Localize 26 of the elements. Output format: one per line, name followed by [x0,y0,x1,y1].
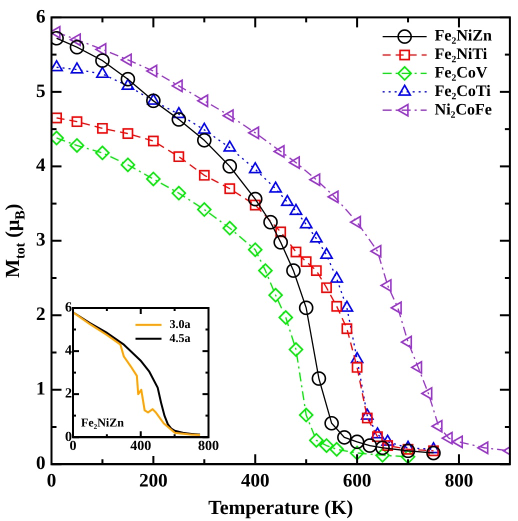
legend-label: 3.0a [170,316,190,331]
x-tick-label: 800 [444,470,474,492]
legend-label: Fe₂NiZn [434,28,492,45]
y-tick-label: 6 [65,300,72,316]
x-tick-label: 800 [198,439,219,454]
x-tick-label: 200 [139,470,168,492]
y-tick-label: 1 [36,378,46,400]
y-tick-label: 2 [36,304,46,326]
legend-label: Fe₂CoTi [434,82,492,100]
x-tick-label: 600 [342,470,372,492]
x-axis-title: Temperature (K) [208,497,354,520]
y-tick-label: 3 [36,230,46,251]
y-tick-label: 4 [36,155,46,176]
y-tick-label: 5 [36,80,46,102]
y-tick-label: 2 [65,386,72,402]
legend-label: Fe₂NiTi [434,46,488,64]
y-tick-label: 6 [36,6,46,28]
y-tick-label: 0 [36,453,46,474]
annotation: Fe₂NiZn [81,415,124,430]
legend-label: Fe₂CoV [434,64,488,82]
legend-label: 4.5a [170,330,190,345]
y-tick-label: 4 [65,344,72,359]
x-tick-label: 400 [240,470,270,492]
y-axis-title: Mtot (μB) [2,204,29,278]
legend-label: Ni₂CoFe [434,101,492,118]
x-tick-label: 400 [130,439,152,454]
